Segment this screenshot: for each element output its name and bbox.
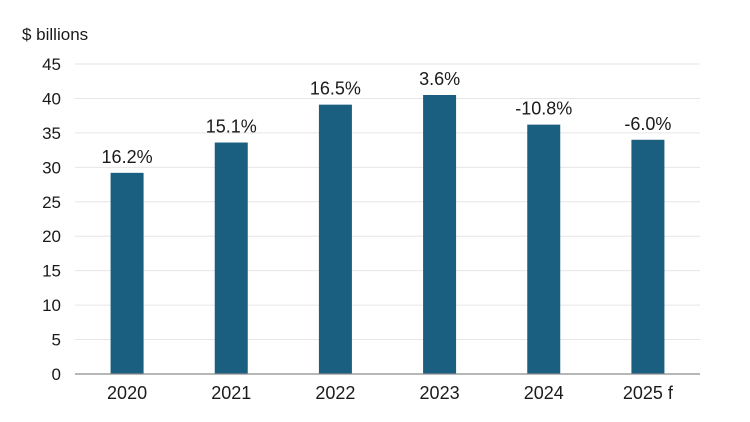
y-tick-label: 15	[42, 262, 61, 281]
y-tick-label: 30	[42, 158, 61, 177]
bar-2025-f	[631, 139, 665, 374]
data-label: -10.8%	[515, 99, 572, 119]
x-tick-label: 2020	[107, 383, 147, 403]
data-label: 16.5%	[310, 79, 361, 99]
data-label: 3.6%	[419, 69, 460, 89]
data-label: -6.0%	[624, 114, 671, 134]
x-axis-labels: 2020 2021 2022 2023 2024 2025 f	[107, 383, 674, 403]
bar-2024	[527, 124, 561, 374]
data-label: 15.1%	[206, 117, 257, 137]
y-axis-ticks: 0 5 10 15 20 25 30 35 40 45	[42, 55, 61, 384]
x-tick-label: 2023	[420, 383, 460, 403]
x-tick-label: 2024	[524, 383, 564, 403]
x-tick-label: 2021	[211, 383, 251, 403]
gridlines	[75, 63, 700, 341]
x-tick-label: 2022	[315, 383, 355, 403]
y-tick-label: 10	[42, 296, 61, 315]
bar-2020	[110, 172, 144, 374]
y-tick-label: 35	[42, 124, 61, 143]
data-label: 16.2%	[102, 147, 153, 167]
y-tick-label: 40	[42, 89, 61, 108]
data-labels: 16.2% 15.1% 16.5% 3.6% -10.8% -6.0%	[102, 69, 672, 167]
y-axis-unit-label: $ billions	[22, 25, 88, 44]
bar-2021	[214, 142, 248, 374]
y-tick-label: 20	[42, 227, 61, 246]
y-tick-label: 5	[52, 331, 61, 350]
bar-2023	[423, 95, 457, 374]
bar-2022	[318, 104, 352, 375]
y-tick-label: 25	[42, 193, 61, 212]
x-tick-label: 2025 f	[623, 383, 674, 403]
y-tick-label: 45	[42, 55, 61, 74]
y-tick-label: 0	[52, 365, 61, 384]
bars	[110, 95, 665, 375]
